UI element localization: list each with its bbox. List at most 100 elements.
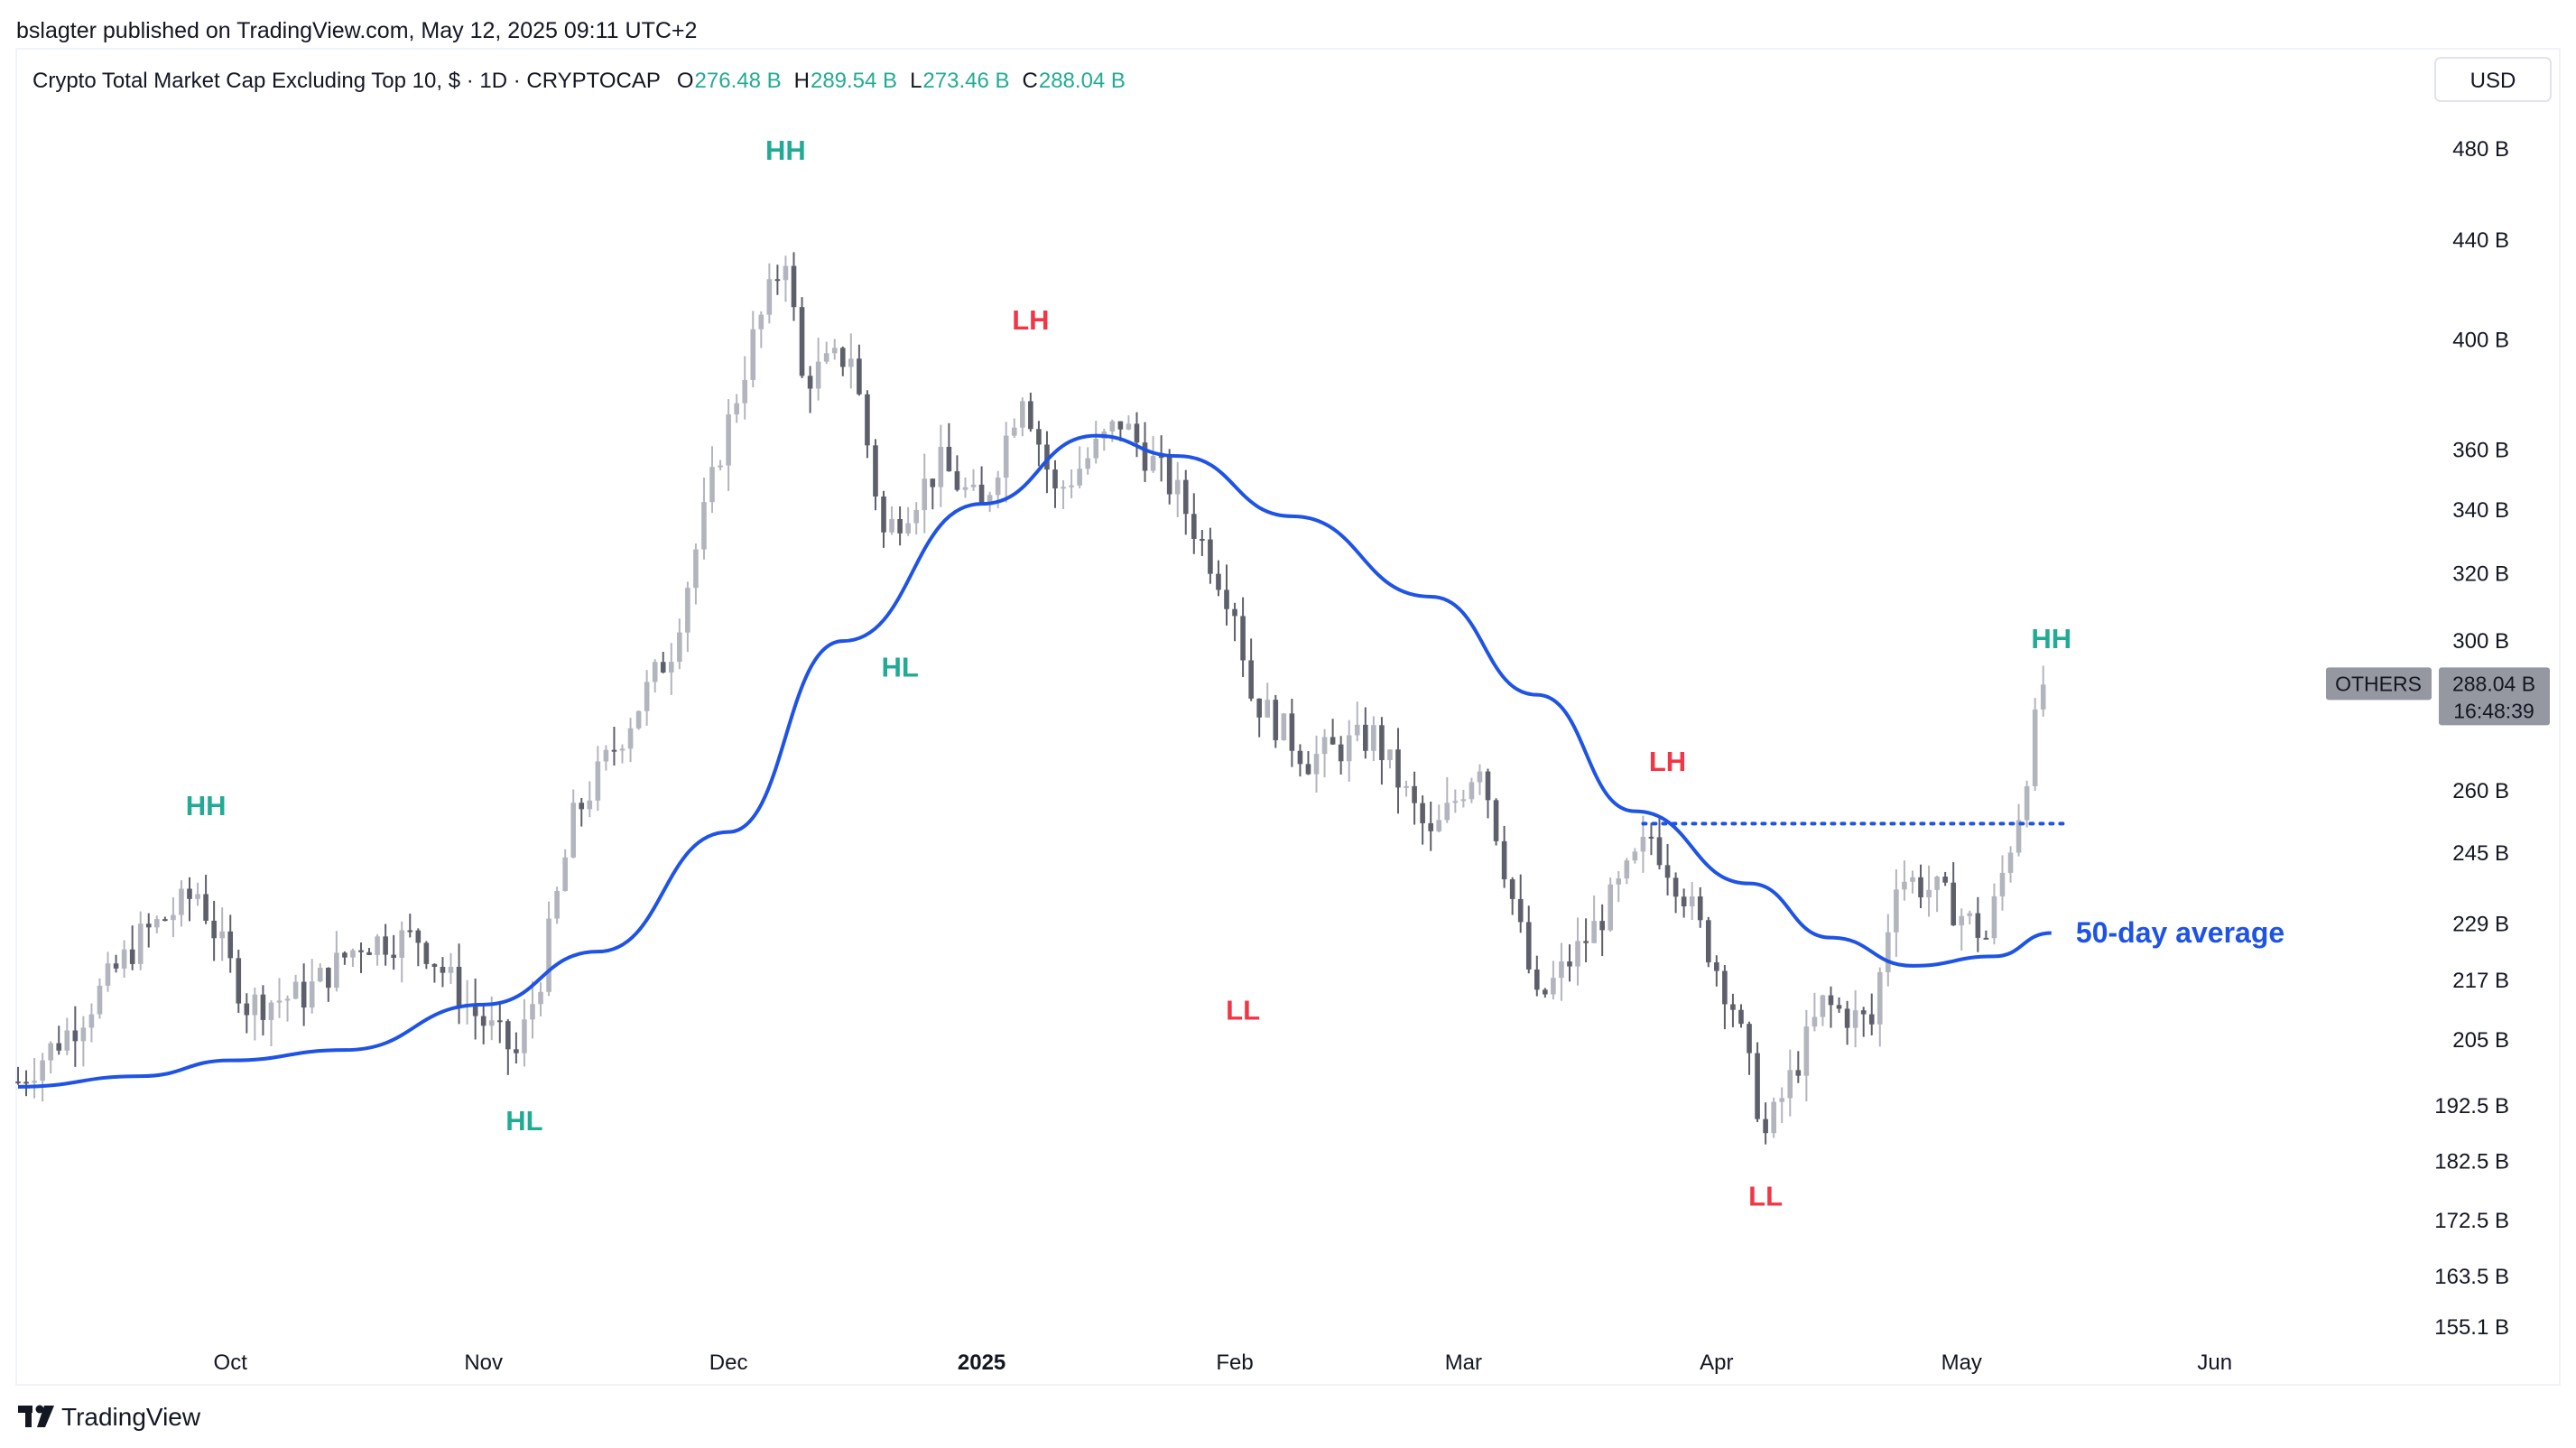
candle-body	[171, 914, 176, 921]
candle-body	[1894, 889, 1899, 933]
candle-body	[1779, 1098, 1785, 1102]
candle-body	[334, 952, 339, 989]
candle-body	[15, 1081, 21, 1083]
candle-body	[1836, 1005, 1842, 1009]
candle-body	[1265, 700, 1271, 718]
candle-body	[1044, 444, 1050, 470]
candle-body	[129, 949, 135, 964]
candle-body	[1697, 896, 1703, 921]
x-tick-label: May	[1941, 1351, 1982, 1375]
candle-body	[1689, 896, 1695, 906]
x-tick-label: Dec	[709, 1351, 748, 1375]
candle-body	[2032, 709, 2038, 786]
candle-body	[145, 924, 152, 928]
candle-body	[1158, 456, 1164, 459]
candle-body	[1232, 608, 1237, 617]
candle-body	[301, 981, 307, 1008]
y-tick-label: 400 B	[2452, 328, 2509, 352]
candle-body	[1200, 538, 1205, 541]
candle-body	[292, 981, 299, 999]
bar-countdown: 16:48:39	[2453, 699, 2534, 722]
candle-body	[930, 478, 936, 487]
candle-body	[97, 985, 103, 1015]
candle-body	[162, 919, 168, 922]
candle-body	[407, 930, 413, 933]
candle-body	[2007, 852, 2014, 873]
x-tick-label: Nov	[464, 1351, 503, 1375]
candle-body	[137, 924, 144, 964]
candle-body	[72, 1030, 79, 1042]
candle-body	[195, 894, 200, 899]
tradingview-logo[interactable]: TradingView	[18, 1403, 201, 1431]
candle-body	[1812, 1016, 1818, 1027]
x-tick-label: 2025	[958, 1351, 1005, 1375]
candle-body	[1509, 879, 1515, 899]
currency-button[interactable]: USD	[2434, 57, 2552, 102]
currency-label: USD	[2470, 69, 2516, 93]
y-tick-label: 440 B	[2452, 228, 2509, 253]
candle-body	[121, 949, 127, 969]
y-tick-label: 172.5 B	[2434, 1209, 2509, 1233]
candle-body	[244, 1003, 250, 1016]
candle-body	[905, 523, 911, 534]
last-price: 288.04 B	[2452, 672, 2535, 695]
candle-body	[211, 920, 217, 939]
candle-body	[236, 958, 242, 1004]
candle-body	[962, 487, 968, 490]
candle-body	[219, 931, 225, 939]
candle-body	[1428, 822, 1433, 831]
candle-body	[1534, 969, 1540, 990]
candle-body	[857, 358, 862, 394]
time-axis[interactable]: Oct Nov Dec 2025 Feb Mar Apr May Jun	[214, 1351, 2233, 1375]
x-tick-label: Feb	[1216, 1351, 1253, 1375]
candle-body	[1338, 744, 1344, 762]
symbol-title: Crypto Total Market Cap Excluding Top 10…	[32, 69, 661, 93]
candle-body	[954, 471, 960, 490]
candle-body	[726, 414, 731, 466]
candle-body	[1876, 971, 1883, 1025]
candle-body	[1559, 961, 1564, 979]
candle-body	[685, 588, 690, 633]
candle-body	[693, 549, 699, 589]
y-tick-label: 245 B	[2452, 841, 2509, 866]
annotation-label: HL	[881, 651, 918, 682]
candle-body	[514, 1049, 519, 1054]
x-tick-label: Apr	[1700, 1351, 1733, 1375]
candle-body	[1730, 1004, 1736, 1010]
candle-body	[1297, 750, 1303, 765]
candle-body	[1934, 877, 1940, 890]
candle-body	[1093, 439, 1099, 459]
candle-body	[2024, 785, 2030, 821]
candle-body	[383, 936, 388, 955]
candle-body	[823, 353, 829, 362]
ohlc-readout: O 276.48 B H 289.54 B L 273.46 B C 288.04 B	[677, 69, 1126, 93]
candle-body	[456, 966, 462, 1007]
candle-body	[423, 942, 430, 964]
annotation-label: HH	[186, 790, 227, 821]
candle-body	[538, 991, 543, 1005]
candle-body	[32, 1081, 37, 1083]
candle-body	[530, 1004, 535, 1020]
candle-body	[1656, 837, 1663, 866]
candle-body	[1313, 754, 1320, 775]
price-badge: 288.04 B 16:48:39	[2439, 667, 2550, 726]
candle-body	[1942, 877, 1948, 883]
candle-body	[546, 918, 551, 992]
candle-body	[1551, 978, 1556, 995]
candle-body	[913, 510, 920, 524]
x-tick-label: Mar	[1445, 1351, 1482, 1375]
candle-body	[1248, 660, 1254, 699]
symbol-badge: OTHERS	[2326, 667, 2432, 701]
candle-body	[1567, 961, 1572, 967]
annotations: HH HL HH HL LH LL LH LL HH 50-day average	[186, 135, 2284, 1211]
candle-body	[1999, 872, 2006, 896]
candle-body	[40, 1060, 45, 1081]
price-axis[interactable]: 480 B 440 B 400 B 360 B 340 B 320 B 300 B 260 B…	[2434, 137, 2545, 1354]
y-tick-label: 182.5 B	[2434, 1150, 2509, 1174]
candle-body	[611, 749, 617, 752]
candle-body	[1061, 487, 1066, 489]
candle-body	[1003, 435, 1009, 478]
candle-body	[750, 329, 756, 380]
candle-body	[268, 1002, 274, 1020]
